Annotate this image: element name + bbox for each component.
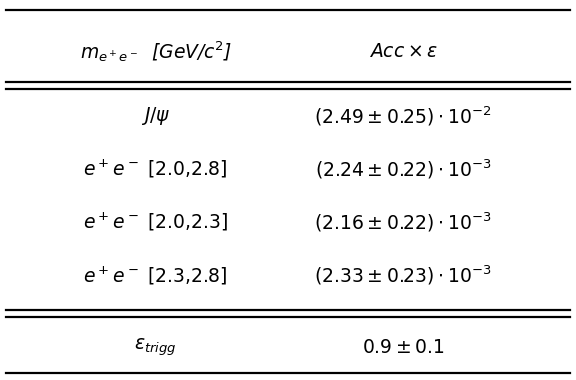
Text: $e^+e^-$ [2.0,2.8]: $e^+e^-$ [2.0,2.8] [84, 158, 228, 180]
Text: $e^+e^-$ [2.3,2.8]: $e^+e^-$ [2.3,2.8] [84, 264, 228, 287]
Text: $J/\psi$: $J/\psi$ [141, 105, 170, 127]
Text: $e^+e^-$ [2.0,2.3]: $e^+e^-$ [2.0,2.3] [83, 211, 228, 233]
Text: $(2.16 \pm 0.22) \cdot 10^{-3}$: $(2.16 \pm 0.22) \cdot 10^{-3}$ [314, 211, 492, 234]
Text: $(2.49 \pm 0.25) \cdot 10^{-2}$: $(2.49 \pm 0.25) \cdot 10^{-2}$ [314, 104, 492, 128]
Text: $0.9 \pm 0.1$: $0.9 \pm 0.1$ [362, 338, 445, 357]
Text: $(2.24 \pm 0.22) \cdot 10^{-3}$: $(2.24 \pm 0.22) \cdot 10^{-3}$ [315, 157, 491, 181]
Text: $(2.33 \pm 0.23) \cdot 10^{-3}$: $(2.33 \pm 0.23) \cdot 10^{-3}$ [314, 264, 492, 287]
Text: $m_{e^+e^-}$  [GeV/c$^2$]: $m_{e^+e^-}$ [GeV/c$^2$] [79, 39, 232, 64]
Text: $Acc \times \varepsilon$: $Acc \times \varepsilon$ [369, 42, 438, 61]
Text: $\epsilon_{trigg}$: $\epsilon_{trigg}$ [134, 337, 177, 358]
